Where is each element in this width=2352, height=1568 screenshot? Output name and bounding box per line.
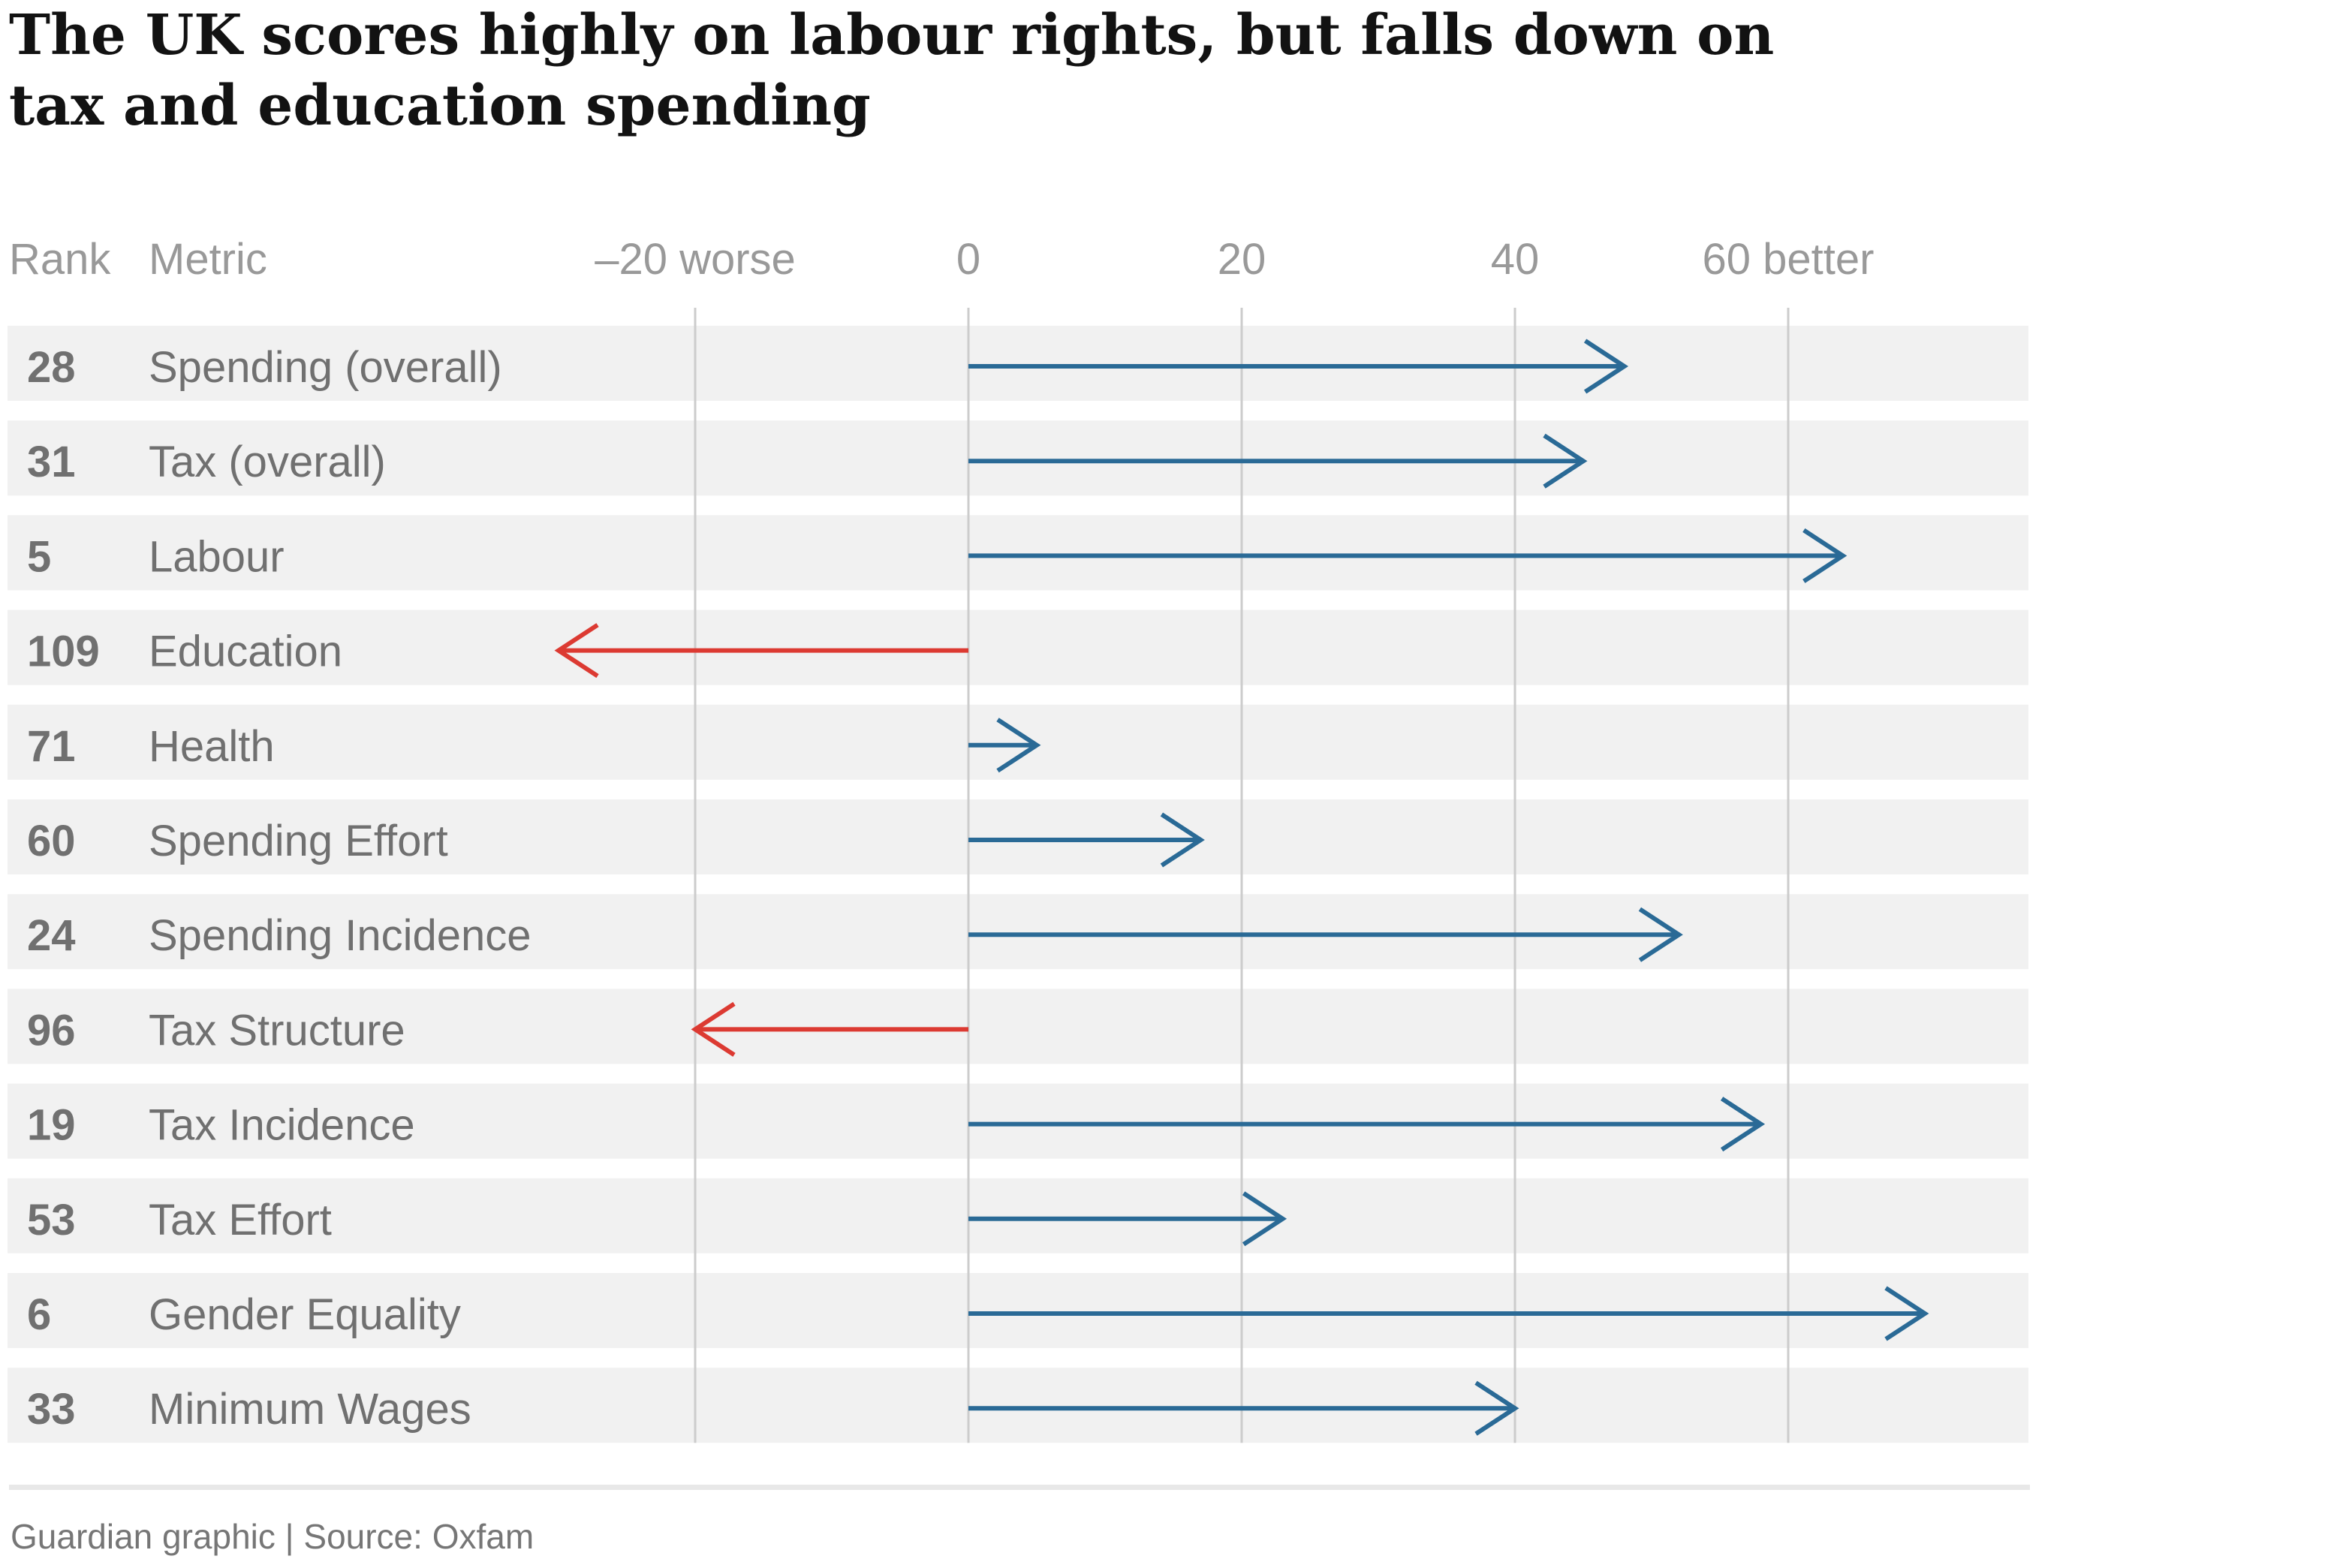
rank-value: 53: [27, 1196, 76, 1244]
arrow: [968, 528, 1848, 583]
rank-header: Rank: [9, 235, 111, 284]
rank-value: 33: [27, 1385, 76, 1434]
gridlines: [694, 308, 1790, 1443]
rank-value: 19: [27, 1101, 76, 1150]
metric-label: Labour: [149, 532, 285, 581]
arrow-head: [554, 623, 599, 679]
arrow-head: [1802, 528, 1848, 583]
arrow-head: [1242, 1191, 1287, 1247]
arrow: [968, 433, 1588, 489]
row-background: [8, 1083, 2028, 1159]
arrow-head: [691, 1001, 736, 1057]
rank-value: 5: [27, 532, 51, 581]
arrow: [554, 623, 968, 679]
x-tick-label: –20 worse: [595, 235, 796, 284]
arrow-head: [1638, 907, 1683, 962]
metric-label: Spending Incidence: [149, 911, 532, 960]
rank-value: 24: [27, 911, 76, 960]
arrow: [691, 1001, 968, 1057]
metric-label: Tax (overall): [149, 438, 386, 486]
row-background: [8, 894, 2028, 970]
x-tick-label: 0: [956, 235, 980, 284]
arrow: [968, 1191, 1287, 1247]
metric-header: Metric: [149, 235, 267, 284]
row-background: [8, 989, 2028, 1064]
row-background: [8, 1178, 2028, 1253]
arrow: [968, 339, 1629, 394]
row-background: [8, 326, 2028, 401]
arrow-head: [1474, 1380, 1519, 1436]
row-background: [8, 420, 2028, 496]
metric-label: Spending (overall): [149, 343, 502, 392]
arrow-head: [996, 718, 1041, 773]
row-background: [8, 799, 2028, 874]
metric-label: Gender Equality: [149, 1290, 461, 1339]
arrows: [554, 339, 1929, 1436]
rank-value: 6: [27, 1290, 51, 1339]
rank-value: 31: [27, 438, 76, 486]
rank-value: 60: [27, 817, 76, 865]
row-background: [8, 609, 2028, 685]
rank-value: 96: [27, 1006, 76, 1055]
arrow: [968, 907, 1683, 962]
metric-label: Tax Effort: [149, 1196, 332, 1244]
arrow-head: [1543, 433, 1588, 489]
chart-title: The UK scores highly on labour rights, b…: [9, 3, 1775, 138]
arrow: [968, 1097, 1766, 1152]
source-note: Guardian graphic | Source: Oxfam: [11, 1517, 535, 1556]
metric-label: Minimum Wages: [149, 1385, 471, 1434]
rank-value: 109: [27, 628, 100, 676]
arrow: [968, 1380, 1519, 1436]
column-headers: Rank Metric: [9, 235, 267, 284]
rank-value: 71: [27, 722, 76, 771]
arrow-head: [1583, 339, 1629, 394]
arrow: [968, 1286, 1929, 1341]
row-background: [8, 1368, 2028, 1443]
arrow-head: [1720, 1097, 1766, 1152]
metric-label: Education: [149, 628, 342, 676]
metric-label: Tax Structure: [149, 1006, 405, 1055]
bottom-rule: [9, 1485, 2030, 1490]
x-tick-label: 40: [1491, 235, 1540, 284]
metric-label: Health: [149, 722, 275, 771]
rank-value: 28: [27, 343, 76, 392]
arrow: [968, 812, 1205, 868]
x-tick-label: 60 better: [1703, 235, 1875, 284]
metric-label: Spending Effort: [149, 817, 448, 865]
row-backgrounds: [8, 326, 2028, 1443]
x-tick-label: 20: [1218, 235, 1266, 284]
row-background: [8, 515, 2028, 591]
x-tick-labels: –20 worse 0 20 40 60 better: [595, 235, 1874, 284]
row-background: [8, 1273, 2028, 1348]
arrow-head: [1884, 1286, 1929, 1341]
row-labels: 28 Spending (overall) 31 Tax (overall) 5 Labo…: [27, 343, 532, 1434]
metric-label: Tax Incidence: [149, 1101, 415, 1150]
arrow: [968, 718, 1041, 773]
row-background: [8, 704, 2028, 780]
arrow-head: [1160, 812, 1205, 868]
